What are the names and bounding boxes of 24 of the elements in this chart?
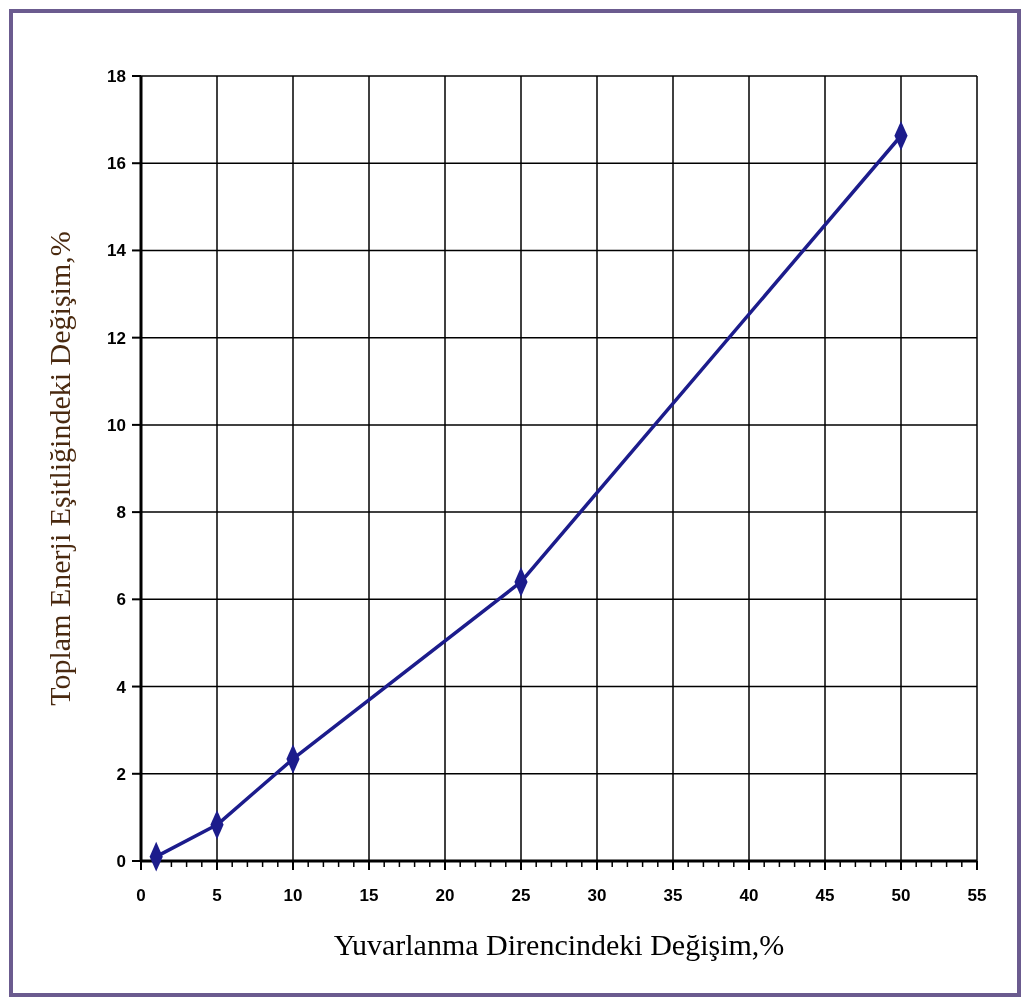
x-axis-title: Yuvarlanma Direncindeki Değişim,% bbox=[333, 928, 785, 961]
x-tick-label: 45 bbox=[815, 886, 835, 905]
y-tick-label: 18 bbox=[107, 67, 126, 86]
y-tick-label: 0 bbox=[116, 852, 126, 871]
y-tick-label: 6 bbox=[116, 590, 126, 610]
x-tick-label: 55 bbox=[967, 886, 987, 905]
y-tick-label: 4 bbox=[116, 677, 127, 697]
x-tick-label: 25 bbox=[511, 886, 531, 905]
x-tick-label: 10 bbox=[283, 886, 303, 905]
y-tick-label: 10 bbox=[107, 415, 126, 435]
x-tick-label: 20 bbox=[435, 886, 455, 905]
x-tick-label: 35 bbox=[663, 886, 683, 905]
x-tick-label: 50 bbox=[891, 886, 911, 905]
y-tick-label: 16 bbox=[107, 154, 126, 174]
y-tick-label: 14 bbox=[107, 241, 127, 261]
x-tick-label: 0 bbox=[136, 886, 146, 905]
y-tick-label: 2 bbox=[116, 764, 126, 784]
x-tick-label: 5 bbox=[212, 886, 222, 905]
x-tick-label: 15 bbox=[359, 886, 379, 905]
y-axis-title: Toplam Enerji Eşitliğindeki Değişim,% bbox=[43, 231, 76, 706]
x-tick-label: 30 bbox=[587, 886, 607, 905]
y-tick-label: 8 bbox=[116, 503, 126, 523]
x-tick-label: 40 bbox=[739, 886, 759, 905]
y-tick-label: 12 bbox=[107, 328, 126, 348]
